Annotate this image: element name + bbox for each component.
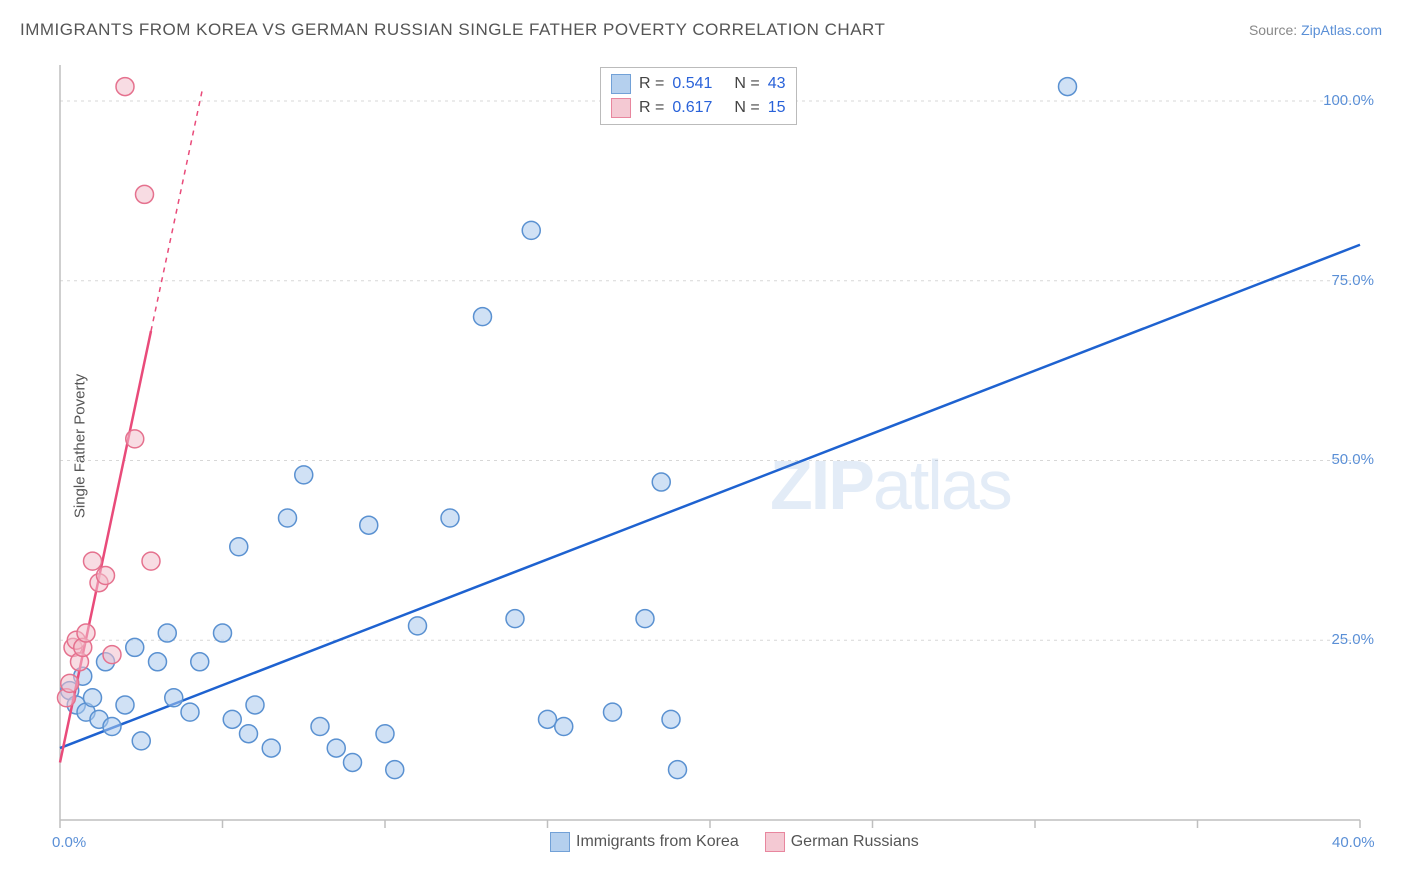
x-tick-label: 40.0% — [1332, 834, 1375, 851]
r-label: R = — [639, 99, 664, 117]
n-value: 43 — [768, 75, 786, 93]
source-value: ZipAtlas.com — [1301, 22, 1382, 38]
y-tick-label: 25.0% — [1331, 631, 1374, 648]
legend-swatch — [611, 74, 631, 94]
r-value: 0.541 — [672, 75, 712, 93]
legend-row-korea: R = 0.541 N = 43 — [611, 72, 786, 96]
r-value: 0.617 — [672, 99, 712, 117]
n-value: 15 — [768, 99, 786, 117]
legend-swatch — [550, 832, 570, 852]
plot-area: ZIPatlas R = 0.541N = 43R = 0.617N = 15 … — [50, 55, 1380, 855]
x-tick-label: 0.0% — [52, 834, 86, 851]
source-attribution: Source: ZipAtlas.com — [1249, 22, 1382, 38]
legend-row-german: R = 0.617 N = 15 — [611, 96, 786, 120]
series-legend: Immigrants from Korea German Russians — [550, 832, 919, 852]
series-legend-item-german: German Russians — [765, 832, 919, 852]
n-label: N = — [734, 99, 759, 117]
scatter-plot-svg — [50, 55, 1380, 860]
chart-title: IMMIGRANTS FROM KOREA VS GERMAN RUSSIAN … — [20, 20, 885, 40]
legend-swatch — [765, 832, 785, 852]
y-tick-label: 100.0% — [1323, 92, 1374, 109]
y-tick-label: 50.0% — [1331, 451, 1374, 468]
correlation-legend: R = 0.541 N = 43 R = 0.617 N = 15 — [600, 67, 797, 125]
legend-swatch — [611, 98, 631, 118]
n-label: N = — [734, 75, 759, 93]
source-label: Source: — [1249, 22, 1301, 38]
r-label: R = — [639, 75, 664, 93]
series-name: German Russians — [791, 833, 919, 850]
y-tick-label: 75.0% — [1331, 272, 1374, 289]
series-legend-item-korea: Immigrants from Korea — [550, 832, 739, 852]
series-name: Immigrants from Korea — [576, 833, 739, 850]
